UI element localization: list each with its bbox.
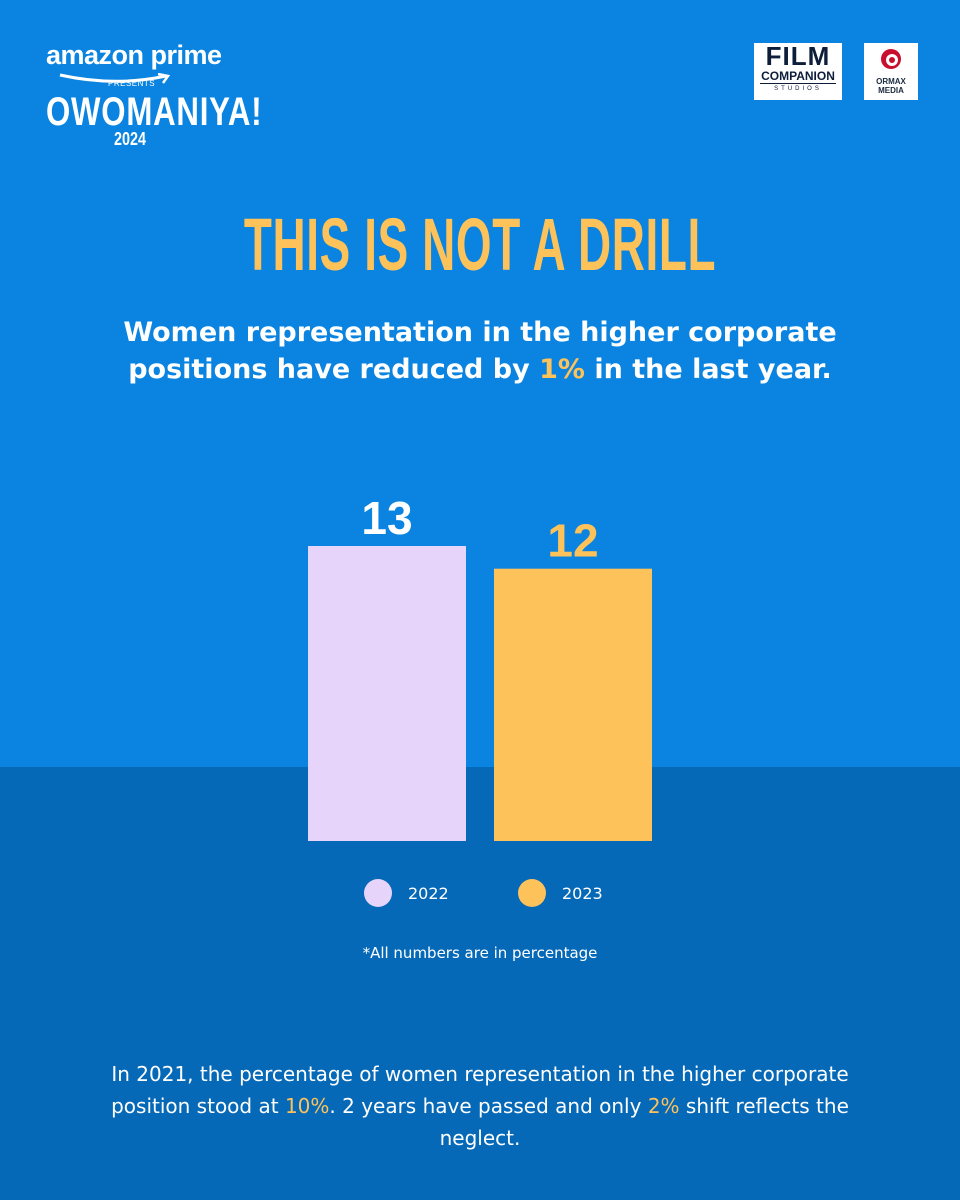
ormax-media-logo: ORMAX MEDIA [864, 43, 918, 100]
subheadline: Women representation in the higher corpo… [80, 314, 880, 388]
subhead-part1: Women representation in the higher corpo… [123, 317, 837, 385]
fc-film-text: FILM [765, 41, 831, 71]
bottom-paragraph: In 2021, the percentage of women represe… [110, 1058, 850, 1154]
bottom-part2: . 2 years have passed and only [329, 1094, 648, 1118]
amazon-prime-owomaniya-logo: amazon prime PRESENTS OWOMANIYA! 2024 [46, 40, 262, 150]
legend-group: 2022 2023 [364, 879, 603, 907]
bottom-highlight-1: 10% [284, 1094, 330, 1118]
bar-2022 [308, 546, 466, 841]
amazon-smile-icon [59, 73, 171, 84]
bar-2023 [494, 568, 652, 841]
legend-label-2022: 2022 [408, 884, 449, 903]
presents-text: PRESENTS [108, 79, 156, 88]
bottom-highlight-2: 2% [647, 1094, 680, 1118]
brand-name: amazon prime [46, 40, 222, 70]
legend-swatch-2023 [518, 879, 546, 907]
ormax-text: ORMAX [876, 77, 906, 86]
legend-label-2023: 2023 [562, 884, 603, 903]
subhead-part2: in the last year. [584, 354, 832, 385]
show-year: 2024 [114, 129, 147, 149]
bar-value-label-2023: 12 [547, 515, 598, 567]
film-companion-logo: FILM COMPANION STUDIOS [754, 43, 842, 100]
bar-value-label-2022: 13 [361, 492, 412, 544]
media-text: MEDIA [878, 86, 904, 95]
fc-studios-text: STUDIOS [760, 83, 836, 94]
headline: THIS IS NOT A DRILL [243, 203, 717, 286]
footnote: *All numbers are in percentage [362, 944, 598, 962]
bottom-part1: In 2021, the percentage of women represe… [111, 1062, 849, 1118]
subhead-highlight: 1% [539, 354, 585, 385]
bar-chart: 13 12 2022 2023 [308, 492, 652, 907]
ormax-circle-icon [881, 49, 901, 69]
bars-group: 13 12 [308, 492, 652, 841]
bottom-part3: shift reflects the neglect. [439, 1094, 849, 1150]
background-lower-band [0, 767, 960, 1200]
legend-swatch-2022 [364, 879, 392, 907]
fc-companion-text: COMPANION [761, 69, 835, 83]
